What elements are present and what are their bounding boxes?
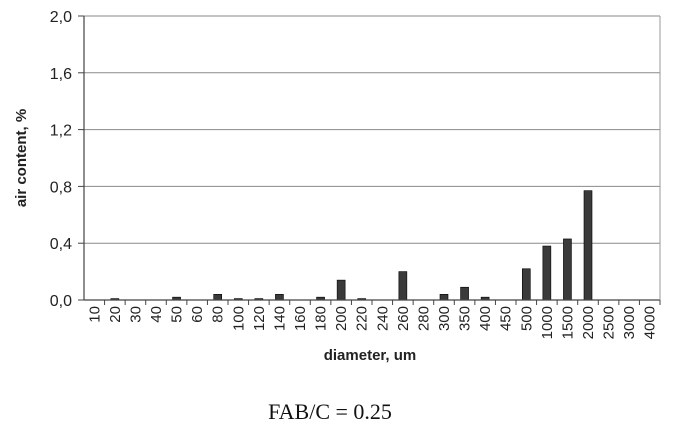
x-tick-label: 40 [148,306,165,323]
x-tick-label: 260 [395,306,412,331]
bar [460,286,469,301]
x-tick-label: 50 [169,306,186,323]
x-tick-label: 2500 [601,306,618,339]
x-tick-label: 500 [518,306,535,331]
x-tick-label: 4000 [642,306,659,339]
x-tick-labels: 10 20 30 40 50 60 80 100 120 140 160 180 200 220 240 26… [86,306,658,339]
x-tick-label: 220 [354,306,371,331]
bar [336,279,346,301]
y-tick-labels: 0,0 0,4 0,8 1,2 1,6 2,0 [50,9,72,310]
bar [275,294,284,301]
x-tick-label: 140 [271,306,288,331]
bar [521,268,531,301]
x-tick-label: 100 [230,306,247,331]
y-tick-label: 0,0 [50,293,72,310]
x-tick-label: 3000 [621,306,638,339]
x-tick-label: 400 [477,306,494,331]
x-tick-label: 120 [251,306,268,331]
x-tick-label: 180 [313,306,330,331]
x-tick-label: 350 [457,306,474,331]
x-tick-label: 280 [415,306,432,331]
chart-caption: FAB/C = 0.25 [268,399,392,424]
x-tick-label: 2000 [580,306,597,339]
bar [398,271,408,301]
axes [78,15,661,305]
y-tick-label: 1,6 [50,66,72,83]
bar [563,238,572,301]
x-tick-label: 1000 [539,306,556,339]
x-tick-label: 20 [107,306,124,323]
x-tick-label: 10 [86,306,103,323]
x-tick-label: 240 [374,306,391,331]
x-tick-label: 60 [189,306,206,323]
bars [110,190,593,301]
x-axis-label: diameter, um [324,347,417,364]
bar [213,294,223,301]
x-tick-label: 80 [210,306,227,323]
x-tick-label: 200 [333,306,350,331]
gridlines [84,15,660,244]
x-tick-label: 30 [127,306,144,323]
y-tick-label: 1,2 [50,123,72,140]
x-tick-label: 300 [436,306,453,331]
x-tick-label: 1500 [559,306,576,339]
y-tick-label: 0,4 [50,236,72,253]
y-tick-label: 0,8 [50,179,72,196]
x-tick-label: 450 [498,306,515,331]
bar [583,190,593,301]
x-tick-label: 160 [292,306,309,331]
y-tick-label: 2,0 [50,9,72,26]
y-axis-label: air content, % [13,109,30,207]
bar [542,245,552,301]
bar [439,294,449,301]
